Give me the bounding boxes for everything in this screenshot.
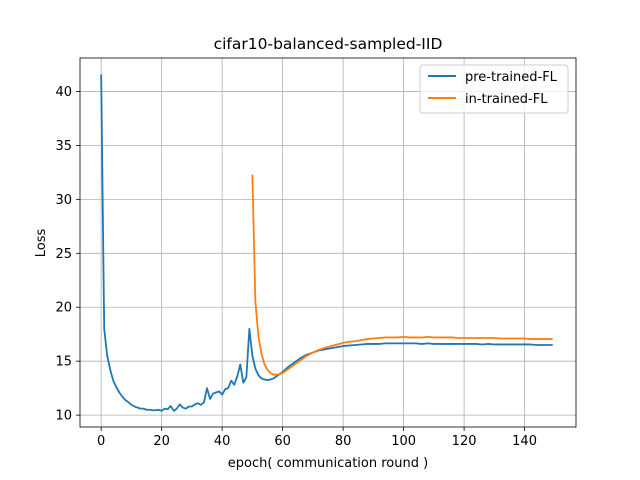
legend-label-pre-trained-FL: pre-trained-FL (465, 70, 558, 85)
x-tick-label: 100 (391, 434, 416, 449)
x-tick-label: 0 (97, 434, 105, 449)
y-tick-label: 15 (55, 355, 72, 370)
legend-box (419, 64, 569, 114)
series-line-in-trained-FL (251, 174, 553, 376)
y-tick-label: 30 (55, 193, 72, 208)
series-layer (100, 74, 553, 412)
y-tick-label: 40 (55, 85, 72, 100)
x-tick-label: 40 (214, 434, 231, 449)
legend-label-in-trained-FL: in-trained-FL (465, 92, 548, 107)
x-axis-ticks: 0 20 40 60 80 100 120 140 (97, 427, 537, 449)
x-tick-label: 60 (274, 434, 291, 449)
x-axis-label: epoch( communication round ) (228, 456, 428, 471)
chart-title: cifar10-balanced-sampled-IID (214, 35, 443, 53)
x-tick-label: 140 (512, 434, 537, 449)
y-tick-label: 35 (55, 139, 72, 154)
x-tick-label: 120 (452, 434, 477, 449)
x-tick-label: 20 (153, 434, 170, 449)
y-tick-label: 10 (55, 409, 72, 424)
y-axis-ticks: 10 15 20 25 30 35 40 (55, 85, 80, 424)
x-tick-label: 80 (335, 434, 352, 449)
legend: pre-trained-FL in-trained-FL (419, 64, 569, 114)
axes-frame (79, 57, 577, 428)
grid-lines (80, 58, 576, 427)
series-line-pre-trained-FL (100, 74, 553, 412)
y-axis-label: Loss (34, 229, 49, 258)
y-tick-label: 25 (55, 247, 72, 262)
y-tick-label: 20 (55, 301, 72, 316)
